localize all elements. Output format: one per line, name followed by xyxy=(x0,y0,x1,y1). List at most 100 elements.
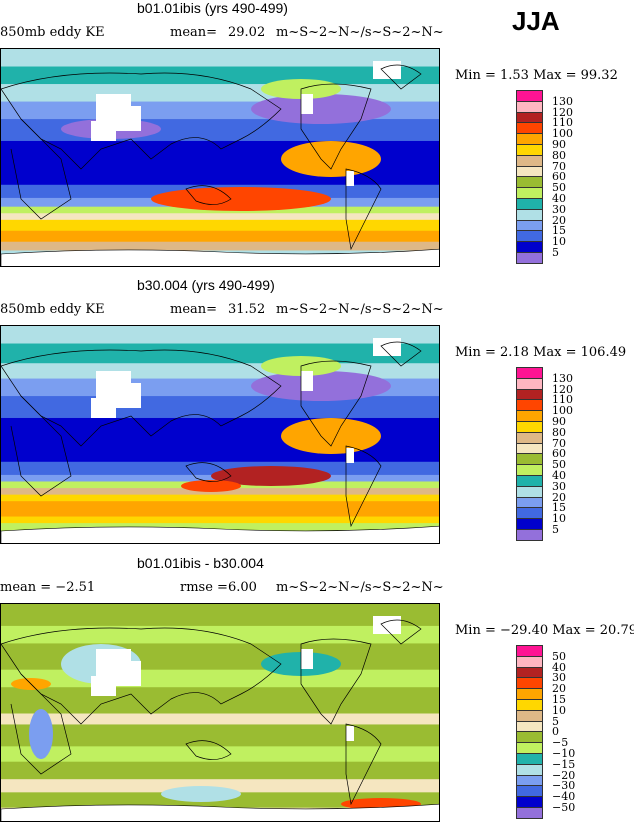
contour-region xyxy=(29,709,53,759)
colorbar-tick-label: 60 xyxy=(552,170,566,184)
colorbar-tick-label: 10 xyxy=(552,235,566,249)
contour-band xyxy=(1,687,439,715)
coastlines xyxy=(1,341,422,528)
contour-map xyxy=(0,48,440,267)
stat-label: rmse = xyxy=(180,580,228,595)
contour-band xyxy=(1,230,439,243)
panel-title: b01.01ibis - b30.004 xyxy=(137,555,264,571)
colorbar-tick-label: −20 xyxy=(552,768,576,782)
colorbar-swatch xyxy=(516,528,543,541)
colorbar-tick-label: −5 xyxy=(552,736,569,750)
colorbar-tick-label: 15 xyxy=(552,501,566,515)
colorbar-tick-label: −30 xyxy=(552,779,576,793)
colorbar xyxy=(516,90,543,264)
colorbar-tick-label: 5 xyxy=(552,246,559,259)
colorbar-tick-label: 40 xyxy=(552,469,566,482)
contour-band xyxy=(1,779,439,794)
contour-band xyxy=(1,516,439,525)
contour-band xyxy=(1,488,439,496)
colorbar-swatch xyxy=(516,251,543,264)
masked-region xyxy=(91,371,141,418)
stat-value: 31.52 xyxy=(228,302,266,317)
colorbar-tick-label: 90 xyxy=(552,138,566,151)
contour-band xyxy=(1,494,439,503)
colorbar-tick-label: −10 xyxy=(552,747,576,760)
colorbar-tick-label: 120 xyxy=(552,382,573,396)
colorbar-tick-label: 90 xyxy=(552,415,566,428)
colorbar-tick-label: 80 xyxy=(552,425,566,439)
colorbar-tick-label: 50 xyxy=(552,458,566,472)
panel-left-label: mean = −2.51 xyxy=(0,580,96,595)
units-label: m~S~2~N~/s~S~2~N~ xyxy=(276,302,444,317)
min-max-label: Min = 2.18 Max = 106.49 xyxy=(455,345,627,360)
contour-band xyxy=(1,724,439,748)
antarctica xyxy=(1,248,439,266)
colorbar-tick-label: 30 xyxy=(552,479,566,493)
min-max-label: Min = −29.40 Max = 20.79 xyxy=(455,623,634,638)
colorbar-tick-label: 0 xyxy=(552,725,559,739)
contour-region xyxy=(251,371,391,401)
colorbar-tick-label: −15 xyxy=(552,757,576,771)
colorbar-tick-label: 10 xyxy=(552,512,566,526)
min-max-label: Min = 1.53 Max = 99.32 xyxy=(455,68,618,83)
contour-band xyxy=(1,396,439,419)
units-label: m~S~2~N~/s~S~2~N~ xyxy=(276,25,444,40)
contour-band xyxy=(1,625,439,645)
colorbar-tick-label: 5 xyxy=(552,523,559,536)
colorbar-tick-label: 20 xyxy=(552,682,566,696)
colorbar-tick-label: 100 xyxy=(552,404,573,418)
colorbar-tick-label: 20 xyxy=(552,490,566,504)
panel-title: b30.004 (yrs 490-499) xyxy=(137,277,275,293)
stat-label: mean= xyxy=(170,302,218,317)
colorbar-tick-label: 120 xyxy=(552,105,573,119)
colorbar-tick-label: 130 xyxy=(552,371,573,385)
colorbar-tick-label: 5 xyxy=(552,714,559,728)
colorbar-tick-label: −40 xyxy=(552,790,576,804)
colorbar-swatch xyxy=(516,806,543,819)
colorbar-tick-label: 100 xyxy=(552,127,573,141)
season-label: JJA xyxy=(512,6,560,36)
contour-map xyxy=(0,325,440,544)
colorbar-tick-label: 110 xyxy=(552,116,573,130)
colorbar-tick-label: 70 xyxy=(552,159,566,173)
units-label: m~S~2~N~/s~S~2~N~ xyxy=(276,580,444,595)
contour-band xyxy=(1,461,439,476)
antarctica xyxy=(1,803,439,821)
panel-left-label: 850mb eddy KE xyxy=(0,25,105,40)
masked-region xyxy=(91,649,141,696)
colorbar-tick-label: 110 xyxy=(552,393,573,407)
colorbar-tick-label: 130 xyxy=(552,94,573,108)
contour-region xyxy=(151,187,331,211)
colorbar-tick-label: 80 xyxy=(552,148,566,162)
contour-band xyxy=(1,219,439,232)
contour-band xyxy=(1,326,439,345)
contour-region xyxy=(251,94,391,124)
colorbar xyxy=(516,367,543,541)
contour-region xyxy=(181,480,241,492)
contour-region xyxy=(281,141,381,177)
contour-band xyxy=(1,713,439,726)
contour-band xyxy=(1,213,439,221)
colorbar-tick-label: 60 xyxy=(552,447,566,461)
stat-value: 6.00 xyxy=(228,580,257,595)
contour-band xyxy=(1,746,439,763)
contour-region xyxy=(281,418,381,454)
colorbar-tick-label: 70 xyxy=(552,436,566,450)
stat-value: 29.02 xyxy=(228,25,266,40)
colorbar-tick-label: −50 xyxy=(552,801,576,814)
colorbar-tick-label: 15 xyxy=(552,693,566,706)
colorbar-tick-label: 50 xyxy=(552,181,566,195)
contour-band xyxy=(1,66,439,86)
contour-band xyxy=(1,241,439,252)
stat-label: mean= xyxy=(170,25,218,40)
colorbar-tick-label: 15 xyxy=(552,224,566,238)
masked-region xyxy=(91,94,141,141)
contour-region xyxy=(211,466,331,486)
colorbar-tick-label: 50 xyxy=(552,649,566,663)
coastlines xyxy=(1,619,422,806)
contour-band xyxy=(1,501,439,518)
contour-region xyxy=(161,786,241,802)
contour-band xyxy=(1,761,439,781)
antarctica xyxy=(1,525,439,543)
panel-left-label: 850mb eddy KE xyxy=(0,302,105,317)
